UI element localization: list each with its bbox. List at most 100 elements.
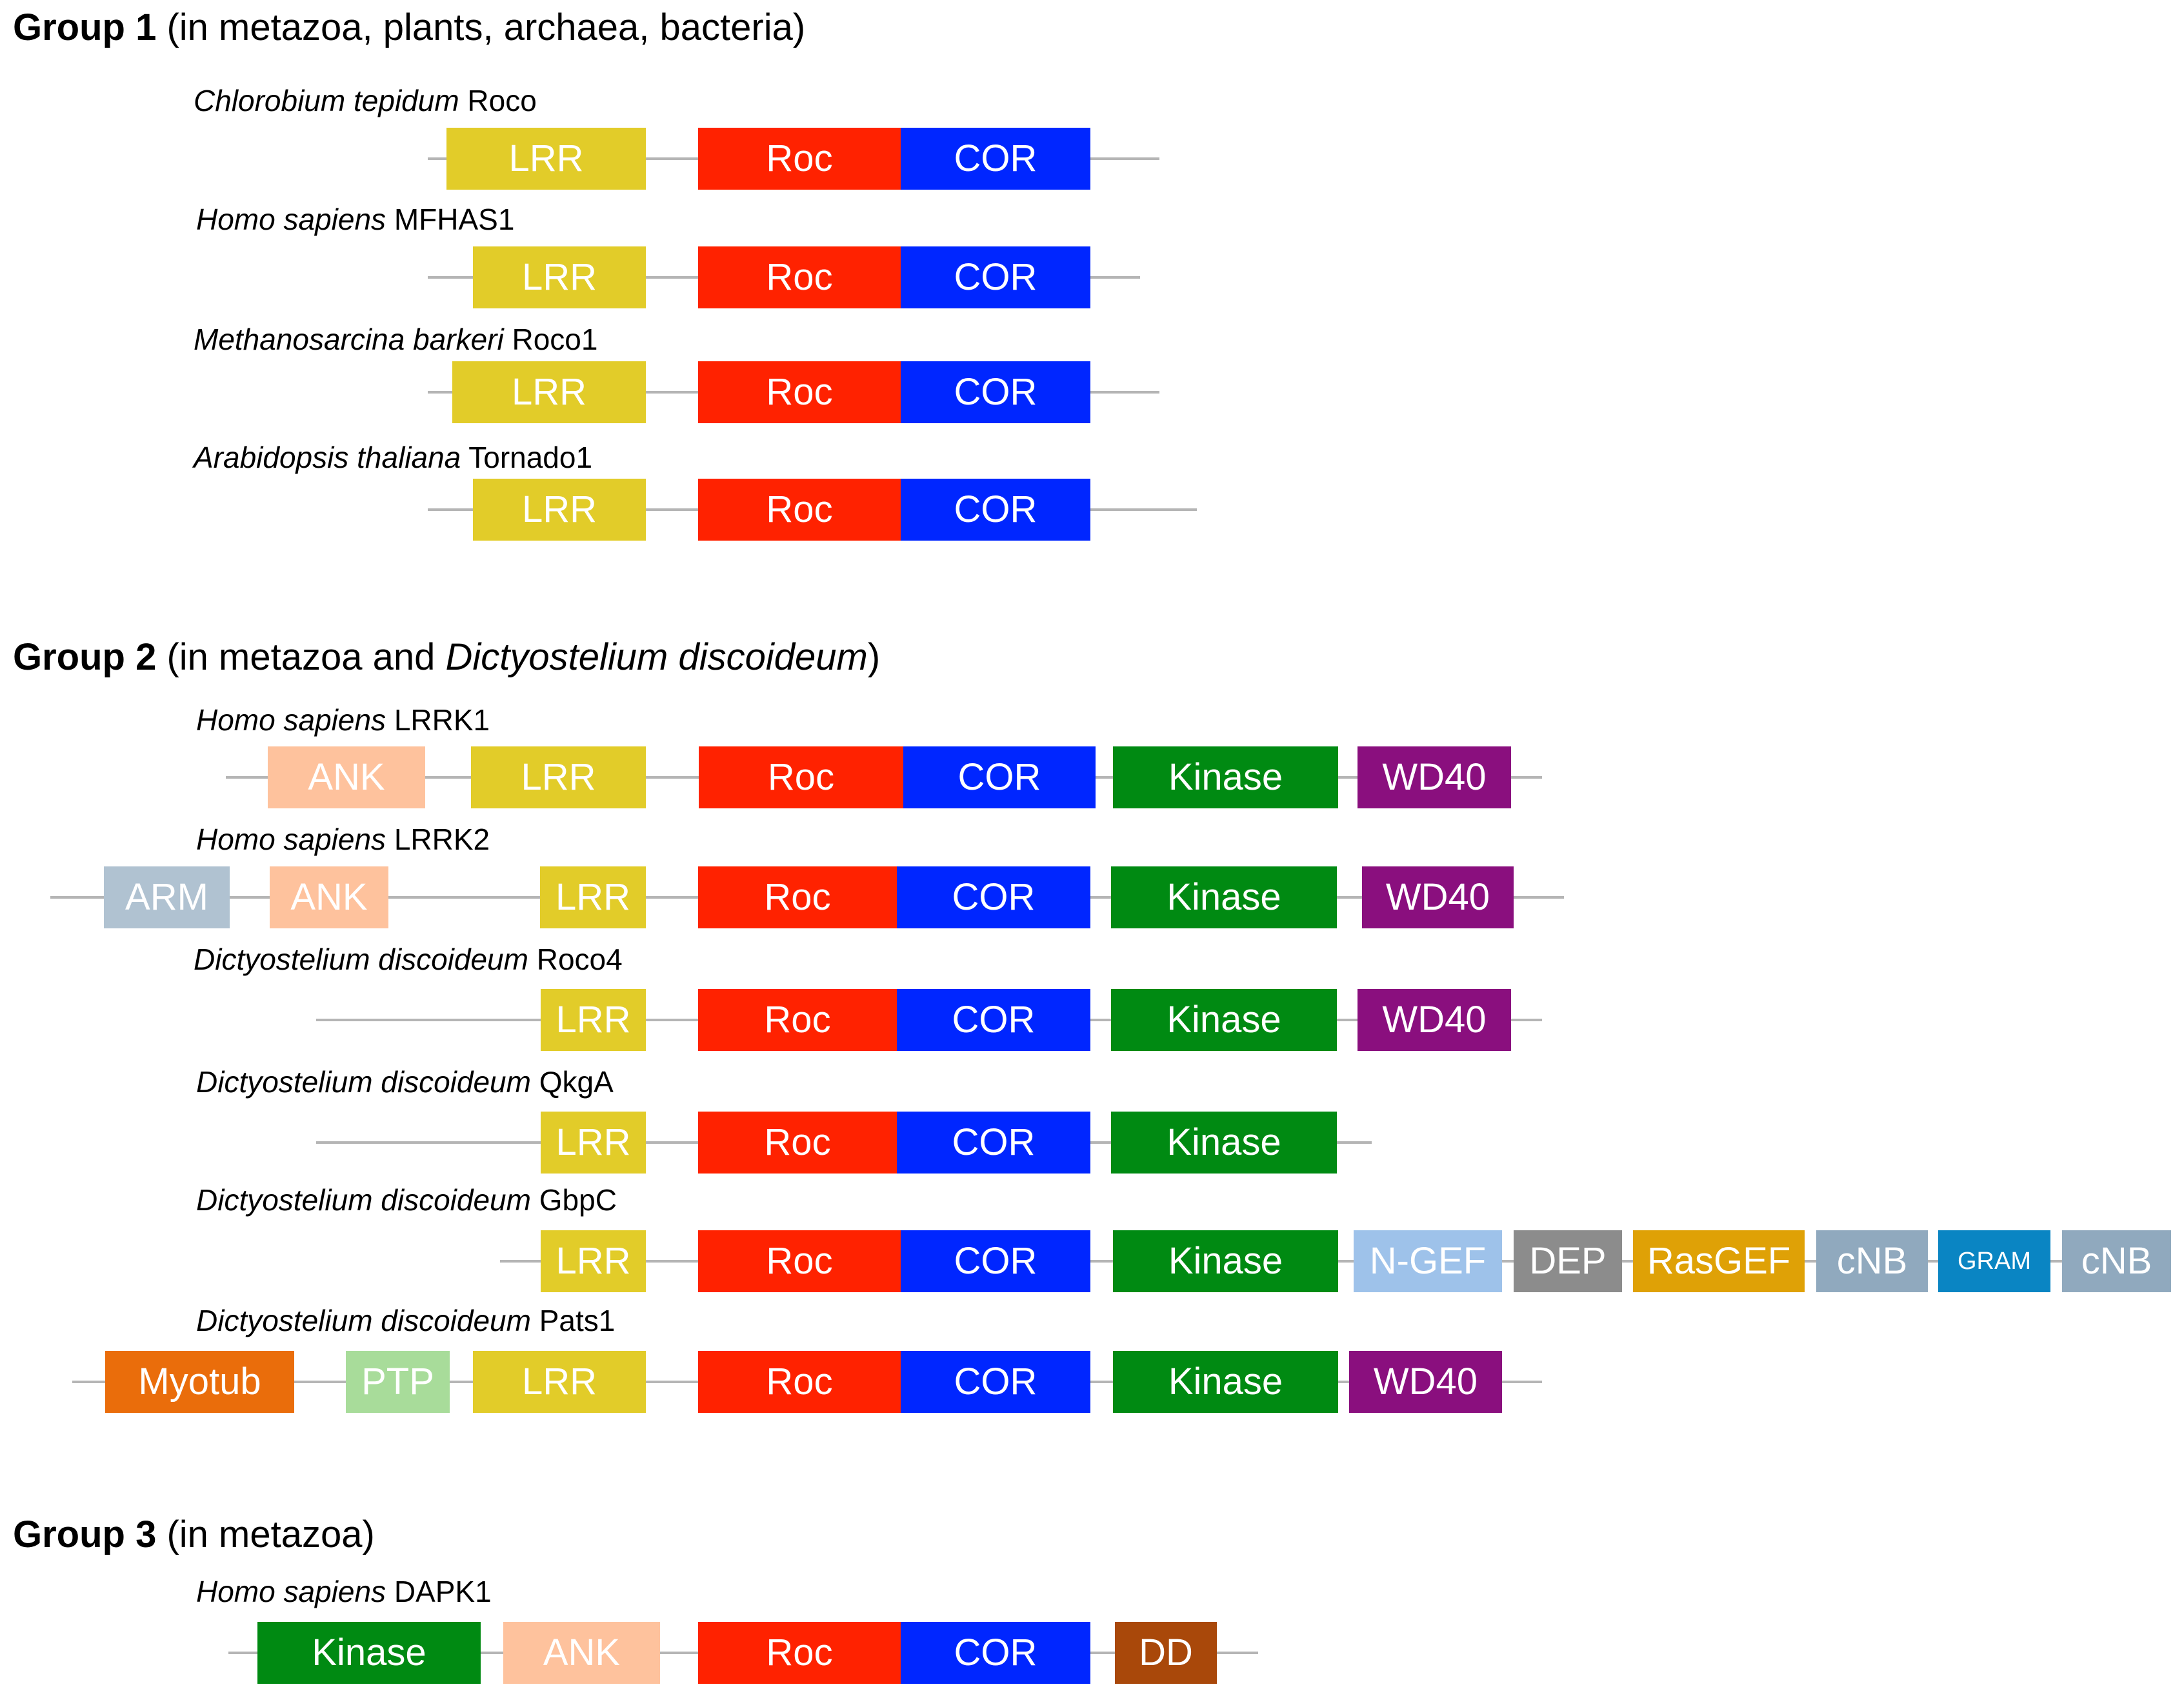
domain-kinase: Kinase <box>1113 1351 1338 1413</box>
domain-wd40: WD40 <box>1349 1351 1502 1413</box>
protein-label: Chlorobium tepidum Roco <box>194 86 537 115</box>
domain-kinase: Kinase <box>1111 989 1337 1051</box>
domain-wd40: WD40 <box>1357 746 1511 808</box>
domain-rasgef: RasGEF <box>1633 1230 1805 1292</box>
domain-ank: ANK <box>270 866 388 928</box>
domain-n-gef: N-GEF <box>1354 1230 1502 1292</box>
domain-ank: ANK <box>503 1622 660 1684</box>
domain-myotub: Myotub <box>105 1351 294 1413</box>
species-name: Dictyostelium discoideum <box>194 943 528 976</box>
protein-name: MFHAS1 <box>386 203 515 236</box>
protein-name: GbpC <box>530 1183 617 1217</box>
protein-label: Dictyostelium discoideum Pats1 <box>196 1306 615 1335</box>
domain-arm: ARM <box>104 866 230 928</box>
domain-gram: GRAM <box>1938 1230 2050 1292</box>
species-name: Homo sapiens <box>196 703 386 737</box>
domain-cnb: cNB <box>1816 1230 1928 1292</box>
group-description: (in metazoa, plants, archaea, bacteria) <box>156 6 806 48</box>
protein-label: Methanosarcina barkeri Roco1 <box>194 325 597 354</box>
group-name: Group 1 <box>13 6 157 48</box>
domain-dep: DEP <box>1514 1230 1622 1292</box>
domain-cor: COR <box>897 989 1090 1051</box>
species-name: Homo sapiens <box>196 203 386 236</box>
species-name: Dictyostelium discoideum <box>196 1304 531 1337</box>
species-name: Homo sapiens <box>196 1575 386 1608</box>
protein-label: Dictyostelium discoideum Roco4 <box>194 944 623 974</box>
group-title: Group 2 (in metazoa and Dictyostelium di… <box>13 639 880 676</box>
domain-roc: Roc <box>698 361 901 423</box>
group-description: ) <box>867 636 881 678</box>
protein-name: Roco <box>459 84 537 117</box>
group-description: (in metazoa) <box>156 1513 375 1555</box>
domain-roc: Roc <box>699 746 903 808</box>
species-name: Homo sapiens <box>196 823 386 856</box>
species-name: Arabidopsis thaliana <box>194 441 461 474</box>
protein-label: Homo sapiens LRRK1 <box>196 705 490 735</box>
domain-roc: Roc <box>698 1112 897 1174</box>
domain-cor: COR <box>901 128 1090 190</box>
domain-wd40: WD40 <box>1362 866 1514 928</box>
domain-lrr: LRR <box>446 128 646 190</box>
domain-dd: DD <box>1115 1622 1217 1684</box>
domain-cor: COR <box>901 1622 1090 1684</box>
protein-label: Homo sapiens DAPK1 <box>196 1577 492 1606</box>
domain-roc: Roc <box>698 866 897 928</box>
protein-label: Dictyostelium discoideum GbpC <box>196 1185 617 1215</box>
domain-ank: ANK <box>268 746 425 808</box>
protein-name: Tornado1 <box>461 441 593 474</box>
protein-name: Roco4 <box>528 943 623 976</box>
protein-label: Dictyostelium discoideum QkgA <box>196 1067 614 1097</box>
domain-lrr: LRR <box>540 866 646 928</box>
domain-kinase: Kinase <box>1111 866 1337 928</box>
domain-cor: COR <box>901 1230 1090 1292</box>
species-name: Dictyostelium discoideum <box>196 1065 531 1099</box>
domain-cnb: cNB <box>2062 1230 2171 1292</box>
domain-roc: Roc <box>698 246 901 308</box>
domain-cor: COR <box>897 866 1090 928</box>
domain-roc: Roc <box>698 479 901 541</box>
species-name: Chlorobium tepidum <box>194 84 459 117</box>
group-title: Group 1 (in metazoa, plants, archaea, ba… <box>13 9 805 46</box>
group-description: Dictyostelium discoideum <box>445 636 868 678</box>
domain-lrr: LRR <box>541 1230 646 1292</box>
protein-name: Pats1 <box>530 1304 616 1337</box>
domain-roc: Roc <box>698 128 901 190</box>
domain-ptp: PTP <box>346 1351 450 1413</box>
protein-label: Homo sapiens MFHAS1 <box>196 205 514 234</box>
protein-name: LRRK2 <box>386 823 490 856</box>
domain-lrr: LRR <box>452 361 646 423</box>
species-name: Methanosarcina barkeri <box>194 323 504 356</box>
domain-roc: Roc <box>698 1351 901 1413</box>
species-name: Dictyostelium discoideum <box>196 1183 531 1217</box>
domain-kinase: Kinase <box>1113 1230 1338 1292</box>
protein-name: QkgA <box>530 1065 614 1099</box>
domain-cor: COR <box>903 746 1096 808</box>
domain-lrr: LRR <box>541 1112 646 1174</box>
domain-lrr: LRR <box>471 746 646 808</box>
protein-name: DAPK1 <box>386 1575 492 1608</box>
protein-name: LRRK1 <box>386 703 490 737</box>
domain-kinase: Kinase <box>1111 1112 1337 1174</box>
domain-cor: COR <box>897 1112 1090 1174</box>
domain-cor: COR <box>901 1351 1090 1413</box>
protein-label: Arabidopsis thaliana Tornado1 <box>194 443 592 472</box>
domain-cor: COR <box>901 246 1090 308</box>
domain-lrr: LRR <box>541 989 646 1051</box>
domain-lrr: LRR <box>473 1351 646 1413</box>
domain-kinase: Kinase <box>257 1622 481 1684</box>
group-name: Group 2 <box>13 636 157 678</box>
group-name: Group 3 <box>13 1513 157 1555</box>
domain-lrr: LRR <box>473 246 646 308</box>
protein-name: Roco1 <box>503 323 598 356</box>
domain-cor: COR <box>901 479 1090 541</box>
domain-kinase: Kinase <box>1113 746 1338 808</box>
domain-cor: COR <box>901 361 1090 423</box>
group-title: Group 3 (in metazoa) <box>13 1516 375 1553</box>
domain-lrr: LRR <box>473 479 646 541</box>
protein-label: Homo sapiens LRRK2 <box>196 824 490 854</box>
domain-roc: Roc <box>698 989 897 1051</box>
domain-roc: Roc <box>698 1622 901 1684</box>
group-description: (in metazoa and <box>156 636 446 678</box>
domain-roc: Roc <box>698 1230 901 1292</box>
